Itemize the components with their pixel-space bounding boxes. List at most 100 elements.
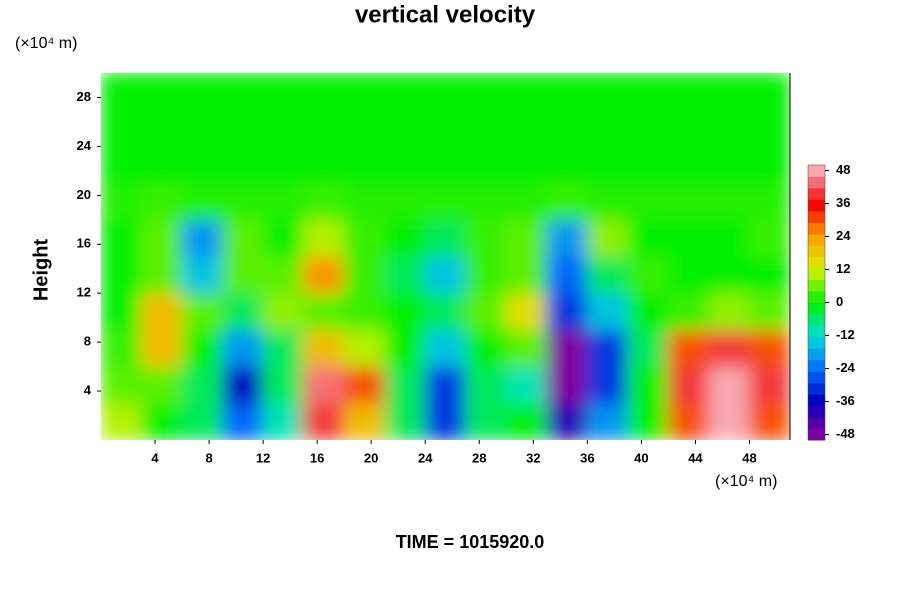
contour-cell: [181, 292, 224, 331]
contour-cell: [546, 219, 588, 257]
contour-cell: [586, 182, 629, 221]
contour-cell: [384, 329, 426, 368]
contour-cell: [505, 292, 548, 331]
contour-cell: [303, 109, 345, 147]
contour-cell: [141, 145, 183, 184]
colorbar-tick-label: -24: [836, 360, 856, 375]
contour-cell: [343, 145, 386, 184]
x-tick-label: 16: [310, 450, 324, 465]
contour-cell: [222, 219, 264, 257]
contour-cell: [303, 292, 345, 331]
contour-cell: [627, 402, 669, 440]
contour-cell: [708, 292, 750, 331]
contour-cell: [424, 366, 467, 404]
colorbar-swatch: [808, 371, 825, 384]
contour-cell: [384, 292, 426, 331]
contour-cell: [181, 256, 224, 294]
contour-cell: [586, 73, 629, 111]
contour-cell: [708, 402, 750, 440]
contour-cell: [505, 366, 548, 404]
colorbar-swatch: [808, 187, 825, 200]
contour-cell: [667, 73, 710, 111]
contour-cell: [384, 366, 426, 404]
contour-cell: [708, 73, 750, 111]
contour-cell: [546, 145, 588, 184]
contour-cell: [667, 109, 710, 147]
contour-cell: [101, 73, 143, 111]
contour-cell: [384, 182, 426, 221]
contour-cell: [384, 402, 426, 440]
contour-cell: [465, 73, 507, 111]
plot-area: [101, 73, 790, 440]
contour-cell: [627, 329, 669, 368]
contour-cell: [141, 402, 183, 440]
contour-cell: [586, 109, 629, 147]
contour-cell: [303, 256, 345, 294]
contour-cell: [505, 109, 548, 147]
colorbar-swatch: [808, 256, 825, 269]
contour-cell: [343, 402, 386, 440]
contour-cell: [303, 145, 345, 184]
contour-cell: [708, 219, 750, 257]
contour-cell: [222, 145, 264, 184]
contour-cell: [546, 73, 588, 111]
contour-cell: [384, 219, 426, 257]
contour-cell: [101, 182, 143, 221]
contour-cell: [141, 219, 183, 257]
contour-cell: [586, 145, 629, 184]
contour-cell: [627, 256, 669, 294]
contour-cell: [627, 109, 669, 147]
contour-cell: [627, 73, 669, 111]
contour-cell: [101, 366, 143, 404]
contour-cell: [222, 256, 264, 294]
colorbar-tick-label: 24: [836, 228, 851, 243]
colorbar-swatch: [808, 336, 825, 349]
contour-cell: [343, 219, 386, 257]
contour-cell: [343, 182, 386, 221]
contour-cell: [424, 402, 467, 440]
contour-cell: [424, 145, 467, 184]
y-tick-label: 16: [77, 236, 91, 251]
contour-cell: [465, 182, 507, 221]
contour-cell: [101, 219, 143, 257]
x-tick-label: 4: [151, 450, 159, 465]
contour-cell: [748, 182, 790, 221]
contour-cell: [343, 329, 386, 368]
colorbar-tick-label: 12: [836, 261, 850, 276]
contour-cell: [384, 73, 426, 111]
contour-cell: [708, 256, 750, 294]
x-tick-label: 24: [418, 450, 433, 465]
colorbar-swatch: [808, 291, 825, 303]
contour-cell: [465, 256, 507, 294]
contour-cell: [141, 182, 183, 221]
contour-cell: [627, 219, 669, 257]
contour-cell: [505, 145, 548, 184]
y-tick-label: 4: [84, 383, 92, 398]
contour-cell: [708, 366, 750, 404]
colorbar-swatch: [808, 165, 825, 177]
contour-cell: [141, 366, 183, 404]
contour-cell: [667, 292, 710, 331]
contour-cell: [262, 366, 305, 404]
contour-cell: [748, 109, 790, 147]
y-tick-label: 28: [77, 89, 91, 104]
contour-cell: [505, 73, 548, 111]
colorbar-swatch: [808, 313, 825, 326]
contour-cell: [262, 145, 305, 184]
contour-cell: [262, 219, 305, 257]
contour-cell: [343, 292, 386, 331]
contour-cell: [424, 73, 467, 111]
colorbar-swatch: [808, 417, 825, 430]
contour-cell: [303, 219, 345, 257]
contour-cell: [586, 402, 629, 440]
contour-cell: [627, 366, 669, 404]
contour-cell: [181, 329, 224, 368]
contour-field: [101, 73, 790, 440]
y-tick-label: 20: [77, 187, 91, 202]
contour-cell: [222, 402, 264, 440]
contour-cell: [667, 366, 710, 404]
contour-cell: [465, 219, 507, 257]
colorbar-swatch: [808, 176, 825, 189]
colorbar-tick-label: -36: [836, 393, 855, 408]
